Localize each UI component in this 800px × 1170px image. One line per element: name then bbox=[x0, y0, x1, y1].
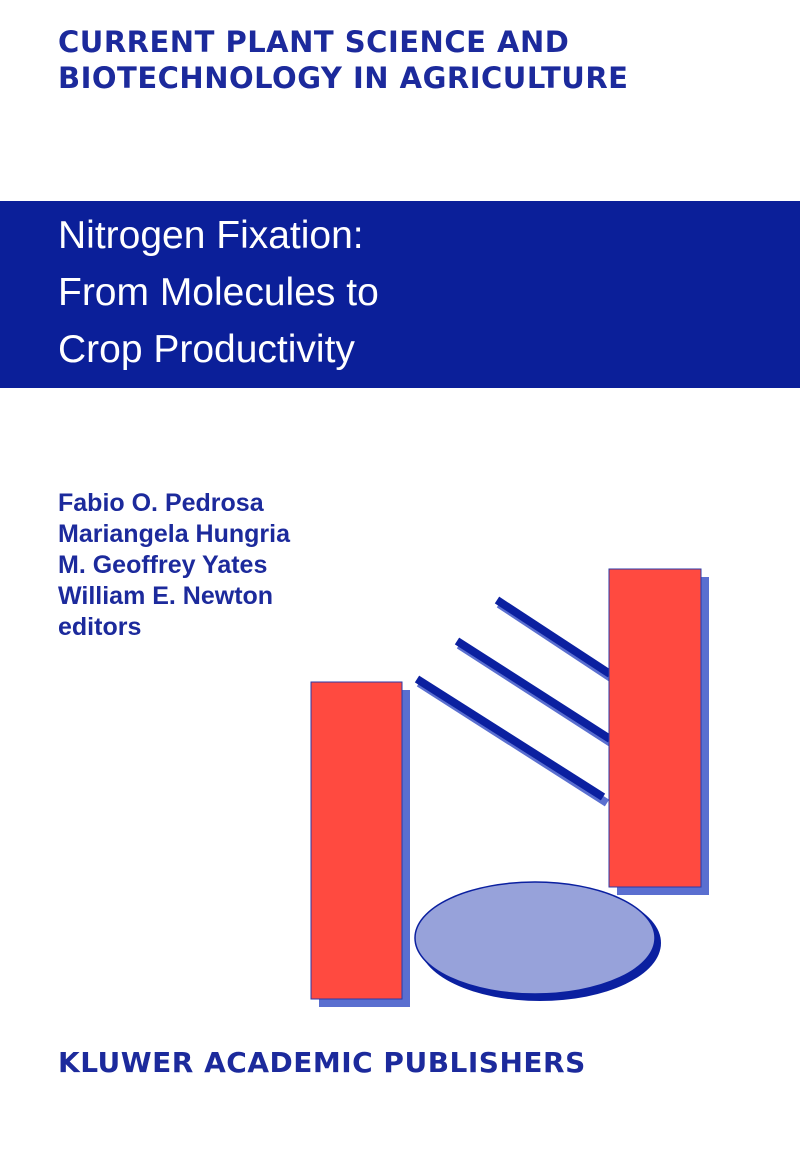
series-title-line-2: BIOTECHNOLOGY IN AGRICULTURE bbox=[58, 61, 629, 95]
left-red-bar bbox=[310, 681, 403, 1000]
editor-name: M. Geoffrey Yates bbox=[58, 551, 268, 579]
diagonal-line-2 bbox=[454, 637, 613, 743]
series-title-line-1: CURRENT PLANT SCIENCE AND bbox=[58, 25, 570, 59]
editor-name: Mariangela Hungria bbox=[58, 520, 290, 548]
editor-name: William E. Newton bbox=[58, 582, 274, 610]
publisher-name: KLUWER ACADEMIC PUBLISHERS bbox=[58, 1046, 586, 1079]
right-red-bar bbox=[608, 568, 702, 888]
editors-label: editors bbox=[58, 613, 142, 641]
title-line-3: Crop Productivity bbox=[58, 328, 355, 371]
series-title: CURRENT PLANT SCIENCE AND BIOTECHNOLOGY … bbox=[58, 24, 628, 96]
diagonal-line-1 bbox=[494, 596, 613, 678]
title-line-2: From Molecules to bbox=[58, 271, 379, 314]
title-line-1: Nitrogen Fixation: bbox=[58, 214, 364, 257]
editor-name: Fabio O. Pedrosa bbox=[58, 489, 264, 517]
editors-list: Fabio O. Pedrosa Mariangela Hungria M. G… bbox=[58, 488, 290, 643]
ellipse bbox=[414, 881, 656, 995]
title-band bbox=[0, 201, 800, 388]
book-title: Nitrogen Fixation: From Molecules to Cro… bbox=[58, 207, 379, 378]
diagonal-line-3 bbox=[414, 675, 606, 801]
